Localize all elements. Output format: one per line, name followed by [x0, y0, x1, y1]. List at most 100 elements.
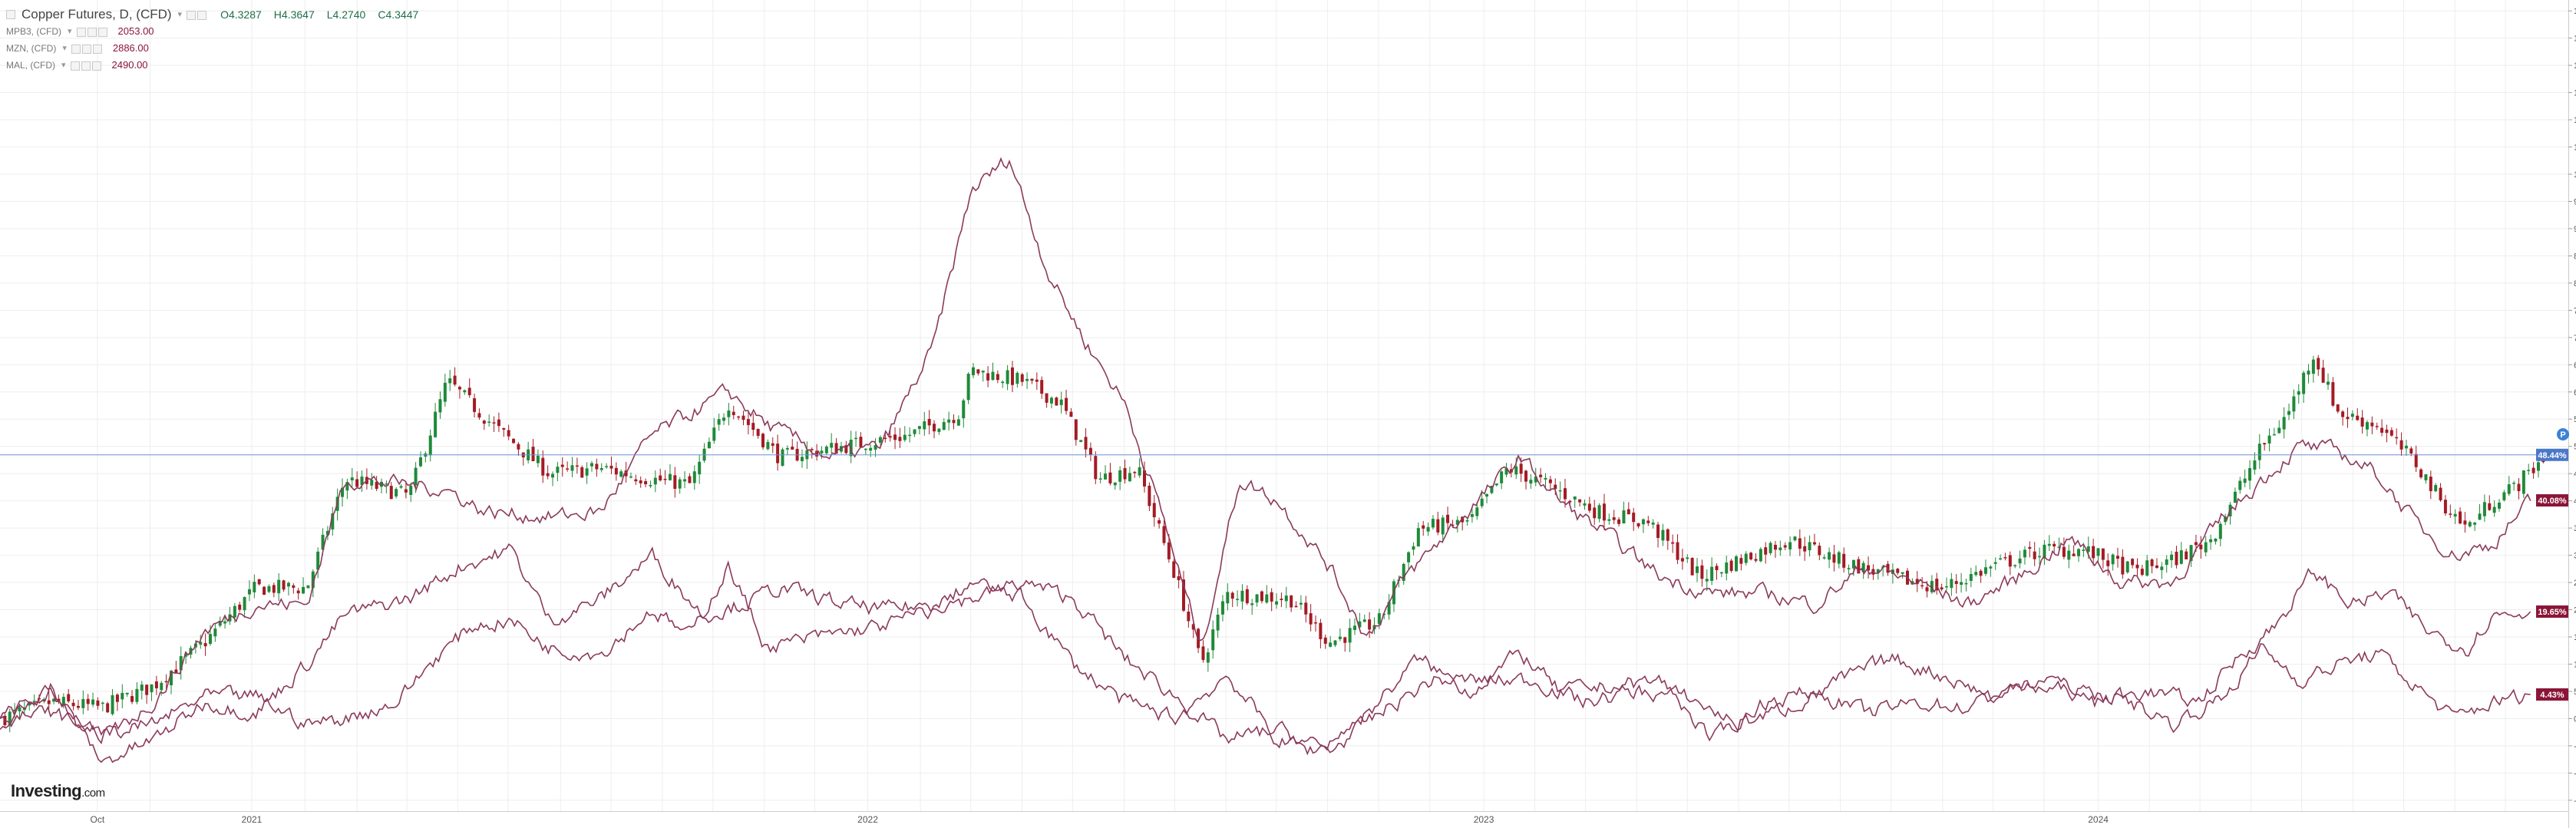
price-badge-label: 48.44% [2538, 451, 2567, 460]
price-badge-label: 19.65% [2538, 608, 2567, 617]
candle-body [1793, 536, 1797, 541]
candle-body [1010, 367, 1014, 385]
candle-body [927, 418, 931, 426]
candle-body [1504, 468, 1508, 475]
y-tick-label: 55.00% [2574, 415, 2576, 424]
candle-body [1837, 552, 1841, 564]
legend-main-row[interactable]: Copper Futures, D, (CFD) ▾ O4.3287 H4.36… [6, 6, 418, 23]
alert-marker-icon[interactable]: P [2557, 428, 2569, 440]
candle-body [1548, 479, 1552, 483]
candle-body [2409, 448, 2413, 454]
candle-body [2224, 516, 2228, 523]
ohlc-close: C4.3447 [378, 8, 419, 21]
candle-body [1617, 519, 1621, 524]
x-axis-border [0, 811, 2568, 812]
candle-body [1661, 529, 1665, 541]
candle-body [1993, 562, 1997, 564]
candle-body [1514, 466, 1518, 475]
candle-body [673, 475, 677, 489]
candle-body [2165, 559, 2168, 566]
y-tick-label: 5.00% [2574, 688, 2576, 697]
candle-body [2468, 522, 2472, 526]
visibility-icon[interactable] [70, 61, 80, 71]
candle-body [1680, 558, 1684, 562]
candle-body [1240, 590, 1244, 602]
candle-body [1304, 602, 1308, 615]
candle-body [605, 466, 609, 467]
candle-body [1764, 547, 1768, 555]
candle-body [888, 436, 892, 438]
candle-body [2385, 429, 2389, 434]
candle-body [1358, 621, 1362, 628]
close-icon[interactable] [92, 44, 102, 54]
candle-body [1177, 576, 1181, 581]
candle-body [908, 434, 912, 437]
candle-body [1544, 477, 1547, 480]
y-tick-label: 40.00% [2574, 497, 2576, 506]
close-icon[interactable] [91, 61, 101, 71]
legend-compare-row[interactable]: MAL, (CFD) ▾ 2490.00 [6, 57, 418, 74]
settings-icon[interactable] [87, 27, 97, 37]
candle-body [2331, 382, 2335, 406]
candle-body [781, 449, 784, 467]
compare-line-1 [0, 157, 2531, 737]
chevron-down-icon[interactable]: ▾ [62, 44, 67, 53]
settings-icon[interactable] [81, 44, 91, 54]
candle-body [125, 692, 129, 694]
x-tick-label: 2024 [2088, 814, 2109, 825]
candle-body [2346, 417, 2350, 420]
settings-icon[interactable] [81, 61, 91, 71]
candle-body [497, 419, 500, 427]
candle-body [179, 656, 183, 671]
visibility-icon[interactable] [76, 27, 86, 37]
candle-body [517, 444, 520, 450]
visibility-icon[interactable] [187, 10, 197, 20]
candle-body [2512, 483, 2516, 484]
candle-body [2307, 370, 2310, 375]
candle-body [286, 582, 290, 587]
candle-body [414, 467, 418, 486]
candle-body [1006, 370, 1009, 384]
candle-body [1094, 456, 1098, 480]
candle-body [2282, 417, 2286, 430]
y-tick-label: -10.00% [2574, 769, 2576, 778]
price-badge-label: 40.08% [2538, 496, 2567, 506]
candle-body [707, 441, 711, 449]
chevron-down-icon[interactable]: ▾ [61, 61, 66, 70]
investing-logo[interactable]: Investing.com [11, 781, 105, 801]
candle-body [1387, 602, 1391, 615]
candle-body [2233, 491, 2237, 503]
candle-body [917, 426, 921, 429]
candle-body [2326, 381, 2330, 385]
candle-body [233, 605, 236, 618]
candle-body [1676, 542, 1679, 560]
close-icon[interactable] [97, 27, 107, 37]
candle-body [1226, 592, 1230, 604]
candle-body [42, 698, 46, 701]
chevron-down-icon[interactable]: ▾ [177, 10, 183, 19]
candle-body [457, 387, 461, 390]
candle-body [160, 682, 163, 691]
candle-body [1294, 605, 1298, 608]
candle-body [2502, 492, 2506, 500]
candle-body [263, 586, 266, 595]
candle-body [1597, 505, 1601, 520]
candle-body [546, 473, 550, 477]
candle-body [913, 429, 916, 434]
candle-body [2125, 561, 2129, 572]
candle-body [2145, 560, 2149, 576]
candle-body [2248, 468, 2252, 481]
chevron-down-icon[interactable]: ▾ [68, 27, 72, 36]
candle-body [2003, 557, 2007, 559]
visibility-icon[interactable] [71, 44, 81, 54]
settings-icon[interactable] [197, 10, 207, 20]
candle-body [1211, 629, 1215, 651]
collapse-icon[interactable] [6, 10, 15, 19]
candle-body [1187, 612, 1191, 622]
legend-compare-row[interactable]: MZN, (CFD) ▾ 2886.00 [6, 40, 418, 57]
price-badge [2536, 448, 2568, 461]
legend-compare-row[interactable]: MPB3, (CFD) ▾ 2053.00 [6, 23, 418, 40]
candle-body [698, 461, 702, 475]
candle-body [47, 700, 51, 704]
